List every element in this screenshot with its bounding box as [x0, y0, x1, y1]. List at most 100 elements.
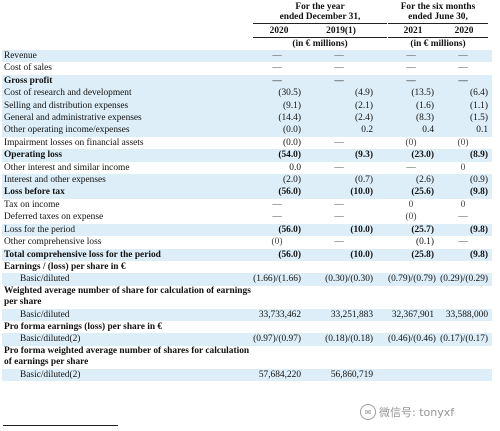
- value-2019: —: [334, 162, 344, 173]
- value-2020-halfyear: (0.9): [438, 174, 492, 187]
- value-2020-year: [253, 286, 305, 309]
- value-2019: 33,251,883: [305, 308, 377, 321]
- value-2020-halfyear: (1.5): [438, 112, 492, 125]
- column-gap: [377, 346, 388, 369]
- column-gap: [377, 321, 388, 333]
- row-label: Basic/diluted(2): [2, 368, 253, 381]
- value-2021: —: [406, 63, 416, 74]
- value-2021: —: [406, 162, 416, 173]
- row-label: Loss for the period: [2, 223, 253, 237]
- watermark: ✉ 微信号: tonyxf: [360, 402, 490, 422]
- table-row: Cost of sales — — — —: [2, 62, 492, 74]
- row-label: Pro forma earnings (loss) per share in €: [4, 321, 163, 332]
- value-2021: (13.5): [388, 87, 438, 100]
- value-2020-year: (56.0): [253, 186, 305, 199]
- table-row: Loss before tax (56.0) (10.0) (25.6) (9.8): [2, 186, 492, 199]
- value-2019: [305, 346, 377, 369]
- table-row: Loss for the period (56.0) (10.0) (25.7) (9.…: [2, 223, 492, 237]
- value-2020-year: [253, 346, 305, 369]
- value-2020-halfyear: 0.1: [438, 124, 492, 137]
- value-2020-year: 33,733,462: [253, 308, 305, 321]
- col-rule-left: [253, 37, 387, 38]
- value-2021: 0.4: [388, 124, 438, 137]
- value-2019: (10.0): [305, 186, 377, 199]
- row-label: Loss before tax: [2, 186, 253, 199]
- value-2020-halfyear: [438, 368, 492, 381]
- col-header-2020-year: 2020: [269, 26, 289, 36]
- value-2021: (0.1): [416, 237, 434, 248]
- row-label: Total comprehensive loss for the period: [2, 248, 253, 261]
- value-2019: (2.4): [305, 112, 377, 125]
- value-2021: [388, 286, 438, 309]
- value-2021: (25.6): [388, 186, 438, 199]
- value-2020-halfyear: (9.8): [438, 248, 492, 261]
- column-gap: [377, 99, 388, 113]
- column-gap: [377, 112, 388, 125]
- column-gap: [377, 236, 388, 248]
- value-2019: (4.9): [305, 87, 377, 100]
- col-header-2020-halfyear: 2020: [454, 26, 474, 36]
- value-2021: [388, 261, 438, 273]
- value-2021: (0.46)/(0.46): [388, 333, 438, 346]
- column-gap: [377, 124, 388, 137]
- value-2020-halfyear: —: [438, 50, 492, 63]
- table-row: Selling and distribution expenses (9.1) (2…: [2, 99, 492, 113]
- table-row: Other interest and similar income 0.0 — — 0: [2, 162, 492, 174]
- financial-table-body: Revenue — — — — Cost of sales — — — — Gross profit…: [2, 50, 492, 381]
- value-2020-halfyear: (0): [457, 137, 469, 148]
- table-row: Weighted average number of share for cal…: [2, 286, 492, 309]
- row-label: Other operating income/expenses: [2, 124, 253, 137]
- value-2021: 0: [408, 199, 414, 210]
- value-2020-year: (1.66)/(1.66): [253, 273, 305, 286]
- value-2019: —: [334, 199, 344, 210]
- table-header: For the year ended December 31, For the …: [0, 0, 500, 50]
- group1-title: For the year: [295, 2, 345, 12]
- value-2020-halfyear: [438, 346, 492, 369]
- table-row: Basic/diluted(2) (0.97)/(0.97) (0.18)/(0.1…: [2, 333, 492, 346]
- row-label: Interest and other expenses: [2, 174, 253, 187]
- table-row: Tax on income — — 0 0: [2, 199, 492, 211]
- value-2020-halfyear: (0.17)/(0.17): [438, 333, 492, 346]
- table-row: Total comprehensive loss for the period(…: [2, 248, 492, 261]
- unit-label-right: (in € millions): [410, 39, 466, 49]
- value-2021: (1.6): [388, 99, 438, 113]
- row-label: Tax on income: [4, 199, 60, 210]
- value-2020-year: 0.0: [289, 162, 301, 173]
- value-2021: [388, 368, 438, 381]
- table-row: Cost of research and development (30.5) (4…: [2, 87, 492, 100]
- table-row: Earnings / (loss) per share in €: [2, 261, 492, 273]
- table-row: Revenue — — — —: [2, 50, 492, 63]
- table-row: Impairment losses on financial assets (0.…: [2, 137, 492, 149]
- value-2021: (2.6): [388, 174, 438, 187]
- value-2020-halfyear: (8.9): [438, 149, 492, 162]
- column-gap: [377, 273, 388, 286]
- column-gap: [377, 162, 388, 174]
- table-row: Interest and other expenses (2.0) (0.7) (2.…: [2, 174, 492, 187]
- column-gap: [377, 368, 388, 381]
- value-2021: (0): [405, 137, 417, 148]
- group1-rule: [253, 23, 387, 24]
- table-row: Pro forma weighted average number of sha…: [2, 346, 492, 369]
- column-gap: [377, 174, 388, 187]
- value-2021: 32,367,901: [388, 308, 438, 321]
- value-2021: (0): [405, 212, 417, 223]
- value-2020-year: —: [272, 63, 282, 74]
- value-2021: (0.79)/(0.79): [388, 273, 438, 286]
- value-2020-halfyear: (0.29)/(0.29): [438, 273, 492, 286]
- column-gap: [377, 199, 388, 211]
- value-2020-year: (56.0): [253, 248, 305, 261]
- table-row: Gross profit — — — —: [2, 74, 492, 88]
- value-2020-halfyear: [438, 321, 492, 333]
- footnote-rule: [3, 425, 118, 426]
- row-label: Earnings / (loss) per share in €: [4, 261, 126, 272]
- column-gap: [377, 333, 388, 346]
- row-label: Basic/diluted: [2, 308, 253, 321]
- column-gap: [377, 211, 388, 223]
- column-gap: [377, 50, 388, 63]
- watermark-text: 微信号: tonyxf: [379, 406, 455, 419]
- column-gap: [377, 87, 388, 100]
- table-row: General and administrative expenses (14.4…: [2, 112, 492, 125]
- table-row: Basic/diluted(2) 57,684,220 56,860,719: [2, 368, 492, 381]
- col-header-2021: 2021: [403, 26, 423, 36]
- value-2020-year: (0.97)/(0.97): [253, 333, 305, 346]
